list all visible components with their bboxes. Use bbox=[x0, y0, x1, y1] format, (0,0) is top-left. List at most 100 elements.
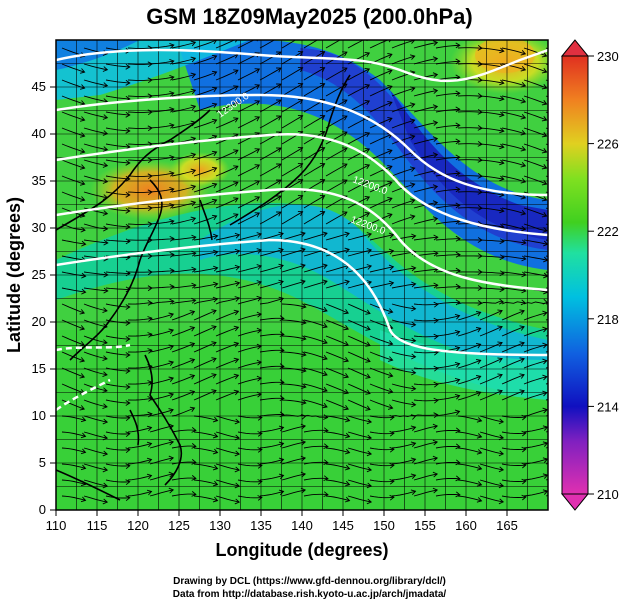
streamline bbox=[325, 495, 350, 502]
streamline bbox=[303, 335, 328, 344]
streamline bbox=[127, 397, 152, 401]
colorbar-body bbox=[561, 55, 589, 495]
streamline-arrow bbox=[387, 196, 393, 203]
streamline bbox=[501, 79, 526, 87]
y-axis-ticks: 0 5 10 15 20 25 30 35 40 45 bbox=[32, 79, 56, 517]
streamline bbox=[347, 148, 370, 161]
streamline bbox=[215, 250, 240, 257]
streamline bbox=[127, 443, 152, 449]
streamline bbox=[303, 383, 328, 392]
streamline bbox=[391, 474, 416, 481]
streamline bbox=[413, 170, 438, 177]
streamline-arrow bbox=[189, 310, 196, 316]
streamline-arrow bbox=[343, 324, 349, 331]
map-grid bbox=[56, 40, 548, 510]
streamline bbox=[149, 76, 174, 81]
streamline-arrow bbox=[256, 264, 263, 270]
streamline bbox=[127, 459, 152, 465]
streamline bbox=[391, 103, 415, 113]
streamline-arrow bbox=[102, 114, 109, 120]
streamline bbox=[391, 442, 416, 449]
streamline-arrow bbox=[276, 147, 282, 153]
streamline-arrow bbox=[411, 305, 417, 312]
streamline-arrow bbox=[476, 327, 482, 333]
streamline-arrow bbox=[389, 430, 395, 437]
streamline bbox=[237, 447, 262, 451]
streamline-arrow bbox=[79, 196, 86, 202]
streamline bbox=[259, 67, 282, 81]
streamline bbox=[325, 415, 350, 422]
streamline bbox=[369, 133, 393, 145]
streamline bbox=[193, 283, 218, 289]
streamline bbox=[193, 358, 217, 369]
streamline-arrow bbox=[102, 82, 109, 88]
streamline bbox=[237, 463, 262, 467]
streamline-arrow bbox=[454, 313, 461, 320]
streamline bbox=[281, 264, 306, 273]
streamline bbox=[237, 281, 262, 289]
streamline bbox=[523, 344, 547, 353]
streamline-arrow bbox=[520, 50, 527, 56]
streamline bbox=[127, 365, 152, 369]
streamline-arrow bbox=[168, 455, 175, 462]
streamline-arrow bbox=[297, 83, 304, 89]
streamline-arrow bbox=[169, 106, 175, 113]
streamline-arrow bbox=[454, 409, 461, 416]
streamline-arrow bbox=[409, 214, 416, 220]
streamline-arrow bbox=[146, 489, 153, 496]
streamline bbox=[435, 331, 460, 337]
streamline-arrow bbox=[497, 357, 503, 363]
streamline bbox=[215, 213, 239, 225]
streamline bbox=[215, 431, 240, 439]
streamline bbox=[193, 298, 218, 305]
streamline-arrow bbox=[212, 480, 219, 487]
streamline bbox=[105, 495, 130, 499]
streamline bbox=[369, 335, 393, 345]
map-title: GSM 18Z09May2025 (200.0hPa) bbox=[146, 4, 473, 29]
streamline bbox=[347, 281, 372, 289]
streamline-arrow bbox=[411, 369, 417, 376]
x-tick-label: 110 bbox=[46, 518, 67, 533]
streamline-arrow bbox=[521, 239, 527, 246]
streamline bbox=[61, 255, 86, 261]
streamline bbox=[303, 211, 325, 225]
streamline-arrow bbox=[542, 310, 548, 317]
streamline bbox=[435, 254, 461, 257]
streamline bbox=[347, 479, 372, 487]
streamline bbox=[61, 239, 86, 245]
streamline bbox=[501, 239, 526, 244]
streamline-arrow bbox=[169, 298, 175, 305]
streamline bbox=[105, 447, 130, 451]
streamline bbox=[83, 335, 108, 344]
streamline bbox=[413, 138, 438, 145]
streamline bbox=[457, 95, 483, 97]
streamline-arrow bbox=[254, 164, 261, 170]
streamline-arrow bbox=[454, 329, 461, 336]
streamline-arrow bbox=[125, 463, 131, 470]
streamline bbox=[457, 343, 481, 353]
streamline-arrow bbox=[297, 195, 304, 201]
streamline-arrow bbox=[476, 449, 483, 455]
streamline bbox=[105, 479, 130, 483]
streamline bbox=[501, 431, 526, 434]
streamline-arrow bbox=[256, 280, 263, 286]
streamline-arrow bbox=[521, 430, 527, 437]
streamline bbox=[501, 358, 525, 369]
streamline-arrow bbox=[79, 84, 86, 90]
streamline bbox=[413, 186, 438, 193]
streamline-arrow bbox=[257, 431, 263, 437]
streamline-arrow bbox=[411, 337, 417, 344]
streamline bbox=[391, 458, 416, 465]
streamline bbox=[479, 191, 504, 196]
streamline-arrow bbox=[364, 147, 371, 154]
streamline bbox=[61, 399, 85, 410]
streamline-arrow bbox=[364, 51, 371, 58]
streamline bbox=[391, 119, 415, 129]
streamline-arrow bbox=[387, 116, 393, 123]
streamline-arrow bbox=[323, 414, 329, 420]
streamline bbox=[347, 463, 372, 471]
streamline bbox=[501, 143, 526, 151]
streamline-arrow bbox=[387, 340, 394, 346]
streamline bbox=[105, 351, 130, 356]
streamline bbox=[105, 399, 130, 404]
